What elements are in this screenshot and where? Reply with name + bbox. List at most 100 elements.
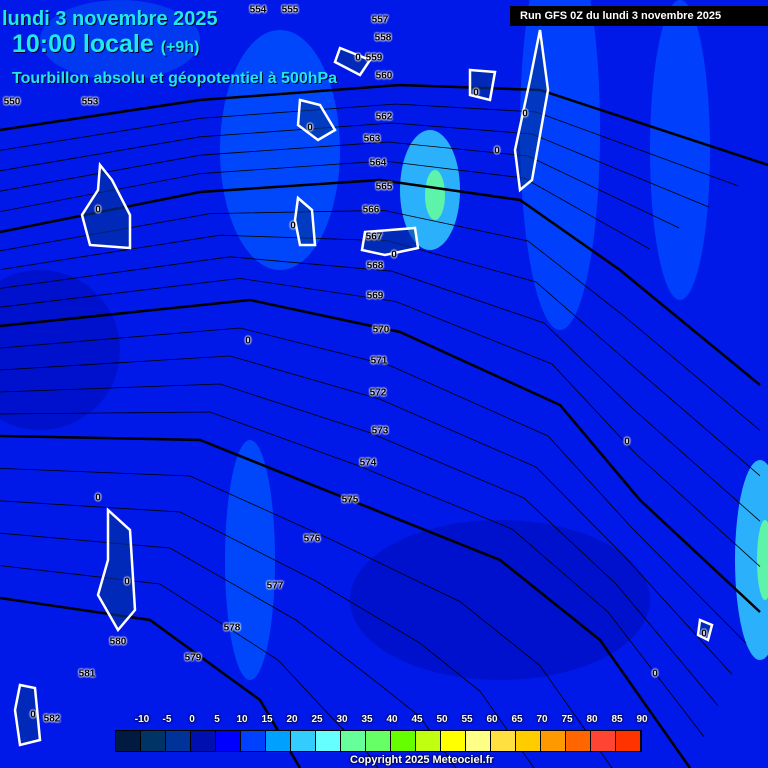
contour-label: 579 xyxy=(184,652,202,664)
legend-tick: 55 xyxy=(461,714,473,725)
contour-label: 575 xyxy=(341,494,359,506)
legend-tick: -10 xyxy=(134,714,150,725)
legend-swatch xyxy=(116,731,141,751)
geopotential-contour xyxy=(0,532,457,768)
geopotential-contour xyxy=(0,141,680,229)
legend-swatch xyxy=(316,731,341,751)
legend-swatch xyxy=(516,731,541,751)
legend-swatch xyxy=(216,731,241,751)
contour-label: 578 xyxy=(223,622,241,634)
legend-swatch xyxy=(266,731,291,751)
contour-label: 569 xyxy=(366,290,384,302)
legend-tick: 70 xyxy=(536,714,548,725)
legend-swatch xyxy=(166,731,191,751)
legend-swatch xyxy=(191,731,216,751)
geopotential-contour xyxy=(0,277,761,567)
geopotential-contour xyxy=(0,355,733,675)
legend-tick: 80 xyxy=(586,714,598,725)
vorticity-area xyxy=(350,520,650,680)
legend-tick: 35 xyxy=(361,714,373,725)
contour-label: 564 xyxy=(369,157,387,169)
geopotential-contour xyxy=(0,411,705,738)
legend-tick: 50 xyxy=(436,714,448,725)
contour-label: 570 xyxy=(372,324,390,336)
zero-vorticity-label: 0 xyxy=(701,628,707,640)
zero-vorticity-label: 0 xyxy=(652,668,658,680)
zero-vorticity-label: 0 xyxy=(522,108,528,120)
vorticity-area xyxy=(735,460,768,660)
contour-label: 565 xyxy=(375,181,393,193)
legend-swatch xyxy=(541,731,566,751)
zero-vorticity-contour xyxy=(293,195,317,247)
zero-vorticity-contour xyxy=(468,68,497,102)
contour-label: 553 xyxy=(81,96,99,108)
legend-swatch xyxy=(466,731,491,751)
legend-tick: 15 xyxy=(261,714,273,725)
geopotential-contour xyxy=(0,500,535,768)
zero-vorticity-label: 0 xyxy=(391,249,397,261)
zero-vorticity-label: 0 xyxy=(355,52,361,64)
zero-vorticity-contour xyxy=(13,683,42,747)
legend-swatch xyxy=(141,731,166,751)
copyright: Copyright 2025 Meteociel.fr xyxy=(350,754,494,766)
contour-label: 568 xyxy=(366,260,384,272)
vorticity-area xyxy=(757,520,768,600)
geopotential-contour xyxy=(0,234,761,477)
contour-label: 573 xyxy=(371,425,389,437)
geopotential-contour xyxy=(0,209,761,431)
contour-label: 550 xyxy=(3,96,21,108)
zero-vorticity-label: 0 xyxy=(245,335,251,347)
geopotential-contour xyxy=(0,383,719,706)
contour-label: 563 xyxy=(363,133,381,145)
geopotential-contour xyxy=(0,122,709,208)
contour-label: 581 xyxy=(78,668,96,680)
legend-tick: 10 xyxy=(236,714,248,725)
contour-label: 555 xyxy=(281,4,299,16)
contour-label: 559 xyxy=(365,52,383,64)
forecast-offset: (+9h) xyxy=(160,39,200,56)
geopotential-contour-major xyxy=(0,434,692,768)
zero-vorticity-label: 0 xyxy=(95,492,101,504)
vorticity-area xyxy=(220,30,340,270)
legend-tick: 5 xyxy=(214,714,220,725)
legend-tick: 40 xyxy=(386,714,398,725)
contour-label: 554 xyxy=(249,4,267,16)
run-info: Run GFS 0Z du lundi 3 novembre 2025 xyxy=(510,6,768,26)
contour-label: 571 xyxy=(370,355,388,367)
vorticity-area xyxy=(40,0,200,80)
contour-label: 558 xyxy=(374,32,392,44)
legend-swatch xyxy=(366,731,391,751)
zero-vorticity-label: 0 xyxy=(624,436,630,448)
geopotential-contour xyxy=(0,160,650,250)
zero-vorticity-contour xyxy=(696,618,714,642)
contour-label: 576 xyxy=(303,533,321,545)
contour-label: 557 xyxy=(371,14,389,26)
geopotential-contour-major xyxy=(0,83,768,167)
legend-swatch xyxy=(341,731,366,751)
legend-tick: 85 xyxy=(611,714,623,725)
zero-vorticity-contour xyxy=(96,507,137,633)
geopotential-contour xyxy=(0,468,613,768)
contour-label: 566 xyxy=(362,204,380,216)
legend-tick: 60 xyxy=(486,714,498,725)
contour-label: 580 xyxy=(109,636,127,648)
zero-vorticity-label: 0 xyxy=(30,709,36,721)
vorticity-area xyxy=(0,270,120,430)
vorticity-area xyxy=(225,440,275,680)
legend-tick: 45 xyxy=(411,714,423,725)
legend-tick: 90 xyxy=(636,714,648,725)
zero-vorticity-contour xyxy=(513,29,550,193)
vorticity-area xyxy=(425,170,445,220)
geopotential-contour xyxy=(0,327,747,644)
zero-vorticity-label: 0 xyxy=(124,576,130,588)
geopotential-contour-major xyxy=(0,178,761,386)
geopotential-contour xyxy=(0,103,739,187)
legend-swatch xyxy=(291,731,316,751)
legend-tick: 65 xyxy=(511,714,523,725)
contour-label: 562 xyxy=(375,111,393,123)
legend-swatch xyxy=(241,731,266,751)
contour-label: 577 xyxy=(266,580,284,592)
zero-vorticity-contour xyxy=(296,98,337,142)
vorticity-area xyxy=(650,0,710,300)
